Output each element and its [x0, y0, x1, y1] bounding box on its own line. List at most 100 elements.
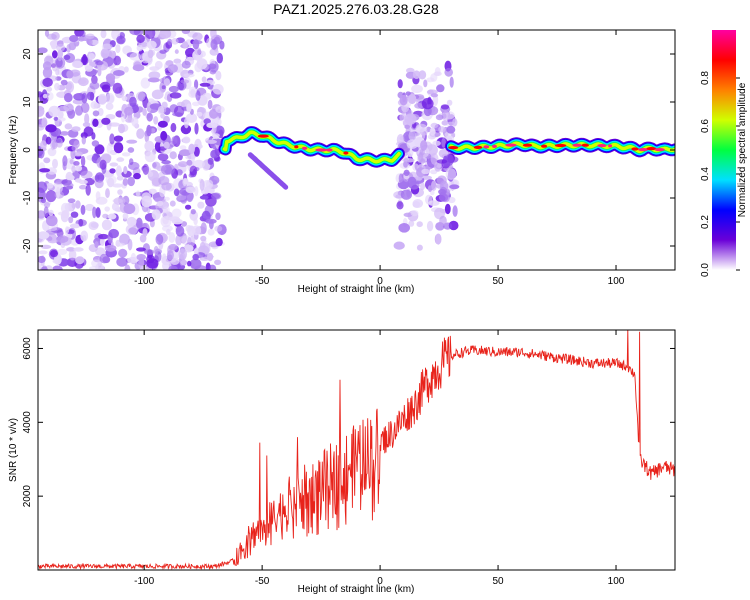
noise-blob: [121, 95, 128, 102]
noise-blob: [200, 235, 207, 242]
noise-blob: [216, 52, 223, 64]
noise-blob: [52, 265, 63, 270]
noise-blob: [119, 233, 130, 245]
noise-blob: [140, 77, 151, 89]
noise-blob: [197, 144, 203, 149]
noise-blob: [420, 158, 426, 164]
noise-blob: [405, 91, 411, 96]
noise-blob: [214, 225, 223, 232]
noise-blob: [42, 77, 53, 87]
noise-blob: [54, 56, 66, 69]
noise-blob: [66, 44, 71, 53]
snr-y-tick-label: 2000: [22, 485, 33, 508]
noise-blob: [46, 167, 58, 175]
noise-blob: [202, 92, 212, 100]
noise-blob: [169, 92, 182, 99]
noise-blob: [175, 234, 183, 246]
noise-blob: [38, 124, 45, 131]
noise-blob: [205, 139, 217, 144]
noise-blob: [80, 102, 90, 114]
colorbar-gradient: [712, 30, 736, 270]
noise-blob: [180, 124, 192, 135]
noise-blob: [82, 122, 91, 128]
noise-blob: [207, 252, 214, 262]
snr-x-tick-label: 0: [377, 576, 383, 587]
noise-blob: [444, 67, 454, 77]
noise-blob: [130, 252, 136, 263]
noise-blob: [195, 90, 201, 101]
noise-blob: [432, 140, 441, 146]
noise-blob: [430, 122, 439, 129]
noise-blob: [83, 126, 94, 137]
noise-blob: [95, 60, 104, 66]
noise-blob: [52, 50, 58, 59]
noise-blob: [100, 237, 105, 247]
noise-blob: [193, 146, 200, 157]
noise-blob: [167, 64, 178, 73]
noise-blob: [46, 86, 53, 92]
ridge-peak: [654, 148, 665, 152]
noise-blob: [420, 140, 428, 151]
noise-blob: [168, 265, 178, 270]
ridge-peak: [554, 143, 567, 148]
noise-blob: [214, 259, 222, 265]
noise-blob: [94, 241, 99, 249]
noise-blob: [56, 186, 61, 199]
noise-blob: [151, 209, 161, 221]
noise-blob: [440, 104, 450, 110]
noise-blob: [41, 117, 48, 128]
noise-blob: [408, 130, 417, 142]
noise-blob: [136, 44, 143, 52]
noise-blob: [210, 30, 217, 40]
noise-blob: [199, 195, 209, 200]
noise-blob: [425, 194, 433, 205]
noise-blob: [66, 257, 78, 267]
noise-blob: [436, 159, 448, 164]
noise-blob: [447, 196, 456, 204]
noise-blob: [182, 136, 191, 144]
noise-blob: [94, 144, 105, 155]
noise-blob: [81, 136, 87, 145]
noise-blob: [146, 112, 153, 122]
noise-blob: [444, 203, 451, 215]
noise-blob: [80, 155, 86, 167]
noise-blob: [113, 55, 122, 66]
noise-blob: [41, 265, 48, 270]
noise-blob: [113, 197, 126, 206]
noise-blob: [135, 217, 143, 229]
noise-blob: [112, 82, 123, 94]
noise-blob: [56, 43, 66, 52]
noise-blob: [207, 157, 214, 165]
ridge-tail: [247, 152, 289, 190]
colorbar-tick-label: 0.6: [700, 119, 711, 133]
noise-blob: [90, 39, 99, 46]
noise-blob: [210, 149, 218, 159]
noise-blob: [161, 182, 172, 191]
noise-blob: [129, 96, 137, 108]
spectrogram-y-tick-label: 10: [22, 96, 33, 108]
ridge-peak: [572, 143, 582, 147]
noise-blob: [207, 228, 215, 236]
noise-blob: [113, 142, 124, 154]
noise-blob: [452, 118, 458, 127]
noise-blob: [75, 105, 83, 116]
noise-blob: [38, 105, 45, 117]
noise-blob: [109, 162, 119, 167]
noise-blob: [99, 253, 110, 264]
noise-blob: [65, 174, 75, 181]
noise-blob: [163, 141, 170, 149]
noise-blob: [196, 58, 208, 70]
noise-blob: [89, 61, 97, 67]
noise-blob: [426, 77, 435, 83]
noise-blob: [168, 85, 179, 93]
noise-blob: [199, 256, 210, 261]
colorbar-tick-label: 0.2: [700, 215, 711, 229]
noise-blob: [431, 180, 437, 191]
noise-blob: [178, 248, 188, 260]
noise-blob: [180, 79, 190, 84]
noise-blob: [124, 264, 131, 270]
noise-blob: [396, 134, 405, 146]
noise-blob: [122, 212, 129, 220]
noise-blob: [412, 199, 424, 208]
